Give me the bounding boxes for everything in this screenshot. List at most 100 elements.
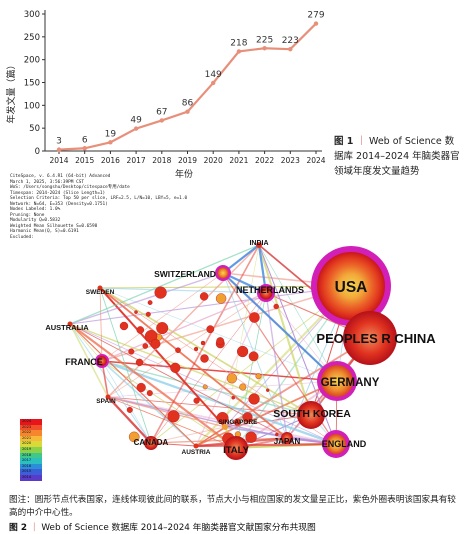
minor-country-node	[226, 373, 238, 384]
minor-country-node	[156, 322, 169, 335]
minor-country-node	[136, 326, 145, 334]
node-india	[256, 242, 262, 248]
y-tick-label: 100	[24, 101, 40, 111]
metadata-line: Network: N=64, E=353 (Density=0.1751)	[10, 201, 108, 207]
network-link	[235, 292, 267, 449]
network-link	[107, 292, 267, 398]
minor-country-node	[216, 337, 225, 346]
x-tick-label: 2023	[281, 156, 300, 165]
legend-year: 2019	[20, 446, 42, 453]
label-canada: CANADA	[134, 438, 169, 447]
label-usa: USA	[335, 279, 368, 296]
country-cooccurrence-network: USA PEOPLES R CHINA GERMANY SOUTH KOREA …	[45, 240, 436, 460]
metadata-line: Modularity Q=0.5832	[10, 218, 61, 223]
minor-country-node	[255, 373, 262, 380]
network-link	[258, 244, 338, 382]
node-japan	[281, 432, 293, 444]
data-point	[288, 46, 293, 52]
metadata-line: CiteSpace, v. 6.4.R1 (64-bit) Advanced	[10, 174, 111, 179]
data-point	[82, 146, 87, 151]
minor-country-node	[135, 358, 144, 367]
minor-country-node	[145, 311, 151, 317]
x-tick-label: 2024	[306, 156, 325, 165]
minor-country-node	[126, 406, 133, 413]
data-label: 6	[82, 135, 88, 145]
minor-country-node	[136, 382, 146, 393]
network-link	[99, 287, 312, 416]
network-link	[107, 380, 338, 398]
x-tick-label: 2018	[152, 156, 171, 165]
network-link	[101, 285, 352, 362]
legend-year: 2023	[20, 424, 42, 431]
minor-country-node	[216, 411, 229, 424]
node-australia	[67, 321, 73, 327]
label-england: ENGLAND	[322, 439, 367, 449]
network-link	[101, 360, 237, 449]
figure2-label: 图 2	[9, 523, 27, 533]
node-france	[95, 354, 109, 368]
minor-country-node	[202, 384, 208, 390]
label-netherlands: NETHERLANDS	[236, 285, 304, 295]
minor-country-node	[215, 293, 227, 304]
minor-country-node	[128, 431, 140, 443]
network-link	[99, 287, 337, 445]
legend-year: 2024	[20, 419, 42, 425]
data-label: 3	[56, 137, 62, 147]
data-label: 218	[230, 38, 247, 48]
minor-country-node	[147, 300, 153, 306]
figure1-source: Web of Science 数据库 2014–2024 年脑类器官领域年度发文…	[334, 136, 460, 177]
node-canada	[144, 436, 158, 450]
data-point	[313, 21, 319, 26]
legend-year: 2015	[20, 469, 42, 475]
metadata-line: March 1, 2025, 3:56:39PM CST	[10, 179, 85, 185]
network-link	[224, 426, 337, 445]
y-tick-label: 0	[35, 147, 40, 157]
label-south-korea: SOUTH KOREA	[273, 408, 351, 420]
metadata-line: Harmonic Mean(Q, S)=0.6191	[10, 229, 79, 234]
minor-country-node	[119, 321, 129, 331]
year-color-legend: 2024 2023 2022 2021 2020 2019 2018 2017 2016 2015…	[20, 419, 42, 481]
annual-publication-chart: 0 50 100 150 200 250 300 2014 2015 2016 2017 2018 20…	[5, 10, 326, 180]
chart-ticks: 0 50 100 150 200 250 300 2014 2015 2016 2017 2018 20…	[24, 10, 326, 165]
x-tick-label: 2016	[101, 156, 120, 165]
label-sweden: SWEDEN	[86, 289, 115, 296]
network-link	[69, 323, 152, 444]
metadata-line: Weighted Mean Silhouette S=0.6598	[10, 223, 98, 229]
metadata-line: Pruning: None	[10, 212, 45, 218]
label-france: FRANCE	[65, 357, 103, 367]
minor-country-node	[206, 325, 215, 334]
metadata-line: Timespan: 2014-2024 (Slice Length=1)	[10, 190, 106, 196]
chart-axes	[44, 10, 322, 152]
data-label: 19	[105, 129, 117, 139]
node-austria	[193, 443, 199, 449]
chart-x-axis-title: 年份	[175, 168, 193, 180]
x-tick-label: 2017	[127, 156, 146, 165]
network-minor-nodes	[67, 285, 279, 449]
network-link	[106, 395, 153, 445]
legend-year: 2014	[20, 474, 42, 481]
network-link	[107, 396, 226, 428]
label-india: INDIA	[249, 240, 268, 247]
data-label: 223	[282, 36, 299, 46]
metadata-line: Selection Criteria: Top 50 per slice, LR…	[10, 196, 188, 201]
network-link	[107, 244, 260, 398]
x-tick-label: 2015	[75, 156, 94, 165]
minor-country-node	[248, 393, 260, 405]
node-china	[343, 311, 397, 365]
minor-country-node	[237, 345, 249, 358]
legend-year: 2020	[20, 441, 42, 447]
network-link	[101, 360, 197, 447]
node-usa	[311, 246, 391, 326]
label-italy: ITALY	[223, 445, 250, 456]
node-sweden	[97, 285, 103, 291]
node-south-korea	[297, 401, 325, 429]
label-china: PEOPLES R CHINA	[316, 331, 436, 346]
node-england	[322, 430, 350, 458]
x-tick-label: 2021	[229, 156, 248, 165]
network-link	[224, 244, 260, 428]
network-link	[69, 323, 337, 445]
minor-country-node	[200, 340, 206, 346]
minor-country-node	[194, 346, 199, 352]
minor-country-node	[146, 390, 153, 397]
label-germany: GERMANY	[321, 377, 380, 389]
